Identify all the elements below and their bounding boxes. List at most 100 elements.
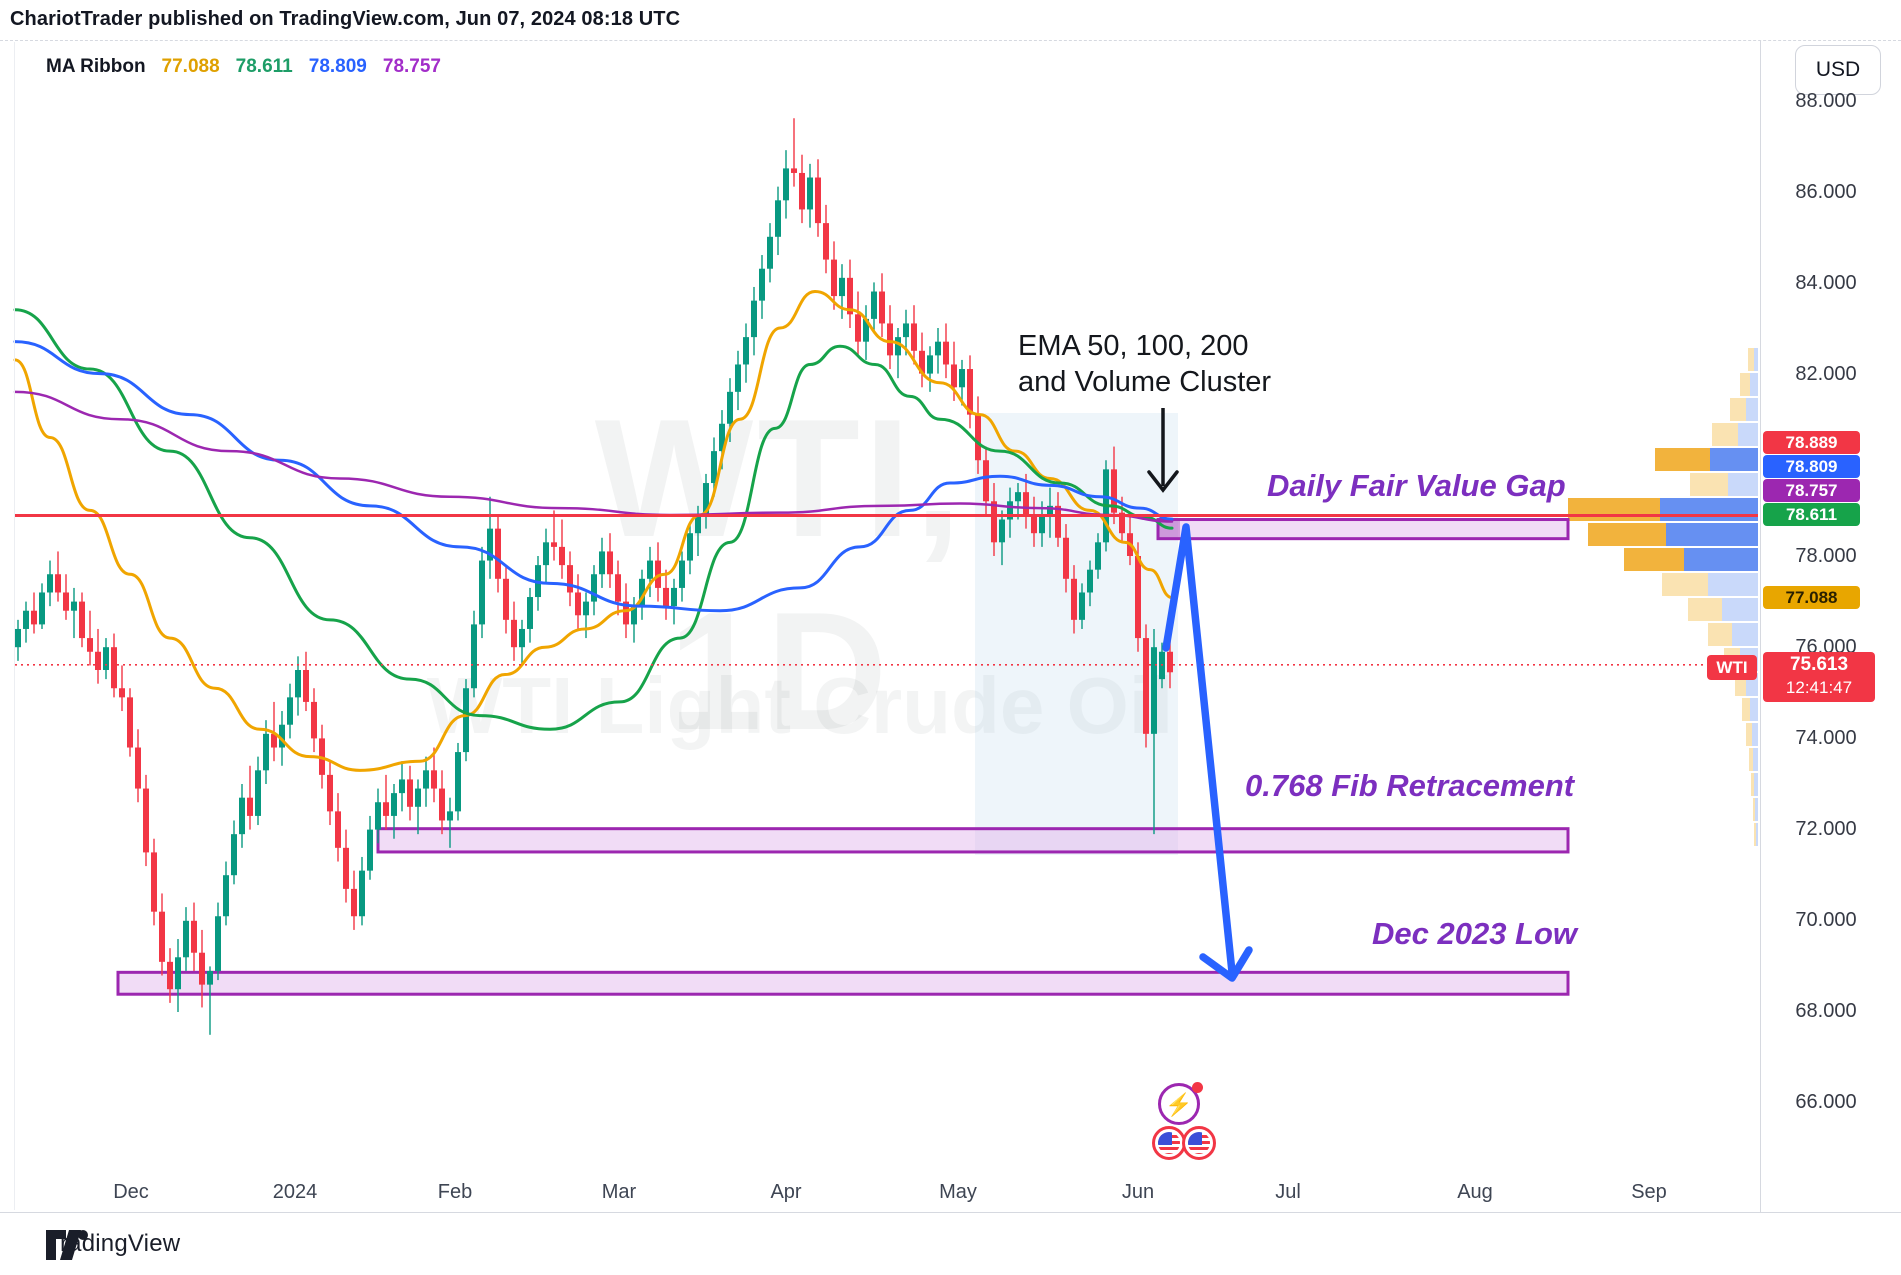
bar-countdown: 12:41:47: [1785, 678, 1853, 697]
candle-body: [239, 797, 245, 835]
candle-body: [111, 647, 117, 689]
time-axis-month-label: Mar: [601, 1181, 637, 1203]
tradingview-logo[interactable]: TradingView: [46, 1230, 180, 1260]
volume-profile-bar: [1732, 623, 1758, 646]
fib-retracement-label: 0.768 Fib Retracement: [1245, 768, 1575, 803]
price-axis-border: [1760, 41, 1761, 1212]
candle-body: [823, 223, 829, 260]
time-axis-border: [0, 1212, 1901, 1213]
projection-arrow: [1162, 523, 1236, 976]
candle-body: [247, 797, 253, 816]
indicator-price-chip: 78.611: [1763, 503, 1860, 526]
candle-body: [351, 888, 357, 917]
price-axis-label: 66.000: [1795, 1091, 1857, 1113]
candle-body: [519, 628, 525, 648]
candle-body: [359, 870, 365, 917]
volume-profile-bar: [1708, 573, 1758, 596]
candle-body: [127, 697, 133, 748]
candle-body: [175, 957, 181, 990]
candle-body: [215, 916, 221, 971]
volume-profile-bar: [1738, 423, 1758, 446]
candle-body: [855, 314, 861, 342]
candle-body: [287, 697, 293, 725]
candle-body: [207, 970, 213, 985]
volume-profile-bar: [1754, 773, 1758, 796]
price-axis-label: 72.000: [1795, 818, 1857, 840]
price-axis-label: 86.000: [1795, 181, 1857, 203]
publish-header: ChariotTrader published on TradingView.c…: [10, 8, 681, 30]
ma-ribbon-legend[interactable]: MA Ribbon 77.088 78.611 78.809 78.757: [46, 56, 441, 78]
indicator-values: 77.088 78.611 78.809 78.757: [162, 56, 441, 78]
volume-profile-bar: [1688, 598, 1722, 621]
candle-body: [639, 578, 645, 607]
symbol-watermark: WTI, 1D: [594, 384, 966, 765]
volume-profile-bar: [1756, 823, 1758, 846]
candle-body: [279, 724, 285, 748]
pane-left-border: [14, 42, 15, 1210]
time-axis-month-label: Jun: [1121, 1181, 1155, 1203]
candle-body: [831, 259, 837, 297]
candle-body: [815, 177, 821, 224]
currency-toggle-button[interactable]: USD: [1795, 45, 1881, 95]
candle-body: [183, 920, 189, 958]
candle-body: [1047, 505, 1053, 515]
daily-fair-value-gap-band: [1156, 518, 1570, 541]
volume-profile-bar: [1568, 498, 1660, 521]
candle-body: [95, 651, 101, 670]
highlight-region: [975, 413, 1178, 855]
candle-body: [767, 236, 773, 269]
candle-body: [15, 628, 21, 648]
us-flag-event-icon[interactable]: [1182, 1126, 1216, 1160]
candle-body: [911, 323, 917, 351]
candle-body: [599, 551, 605, 575]
candle-body: [959, 369, 965, 388]
event-alert-dot-icon: [1192, 1082, 1203, 1093]
candle-body: [495, 528, 501, 579]
candle-body: [975, 414, 981, 461]
candle-body: [295, 670, 301, 698]
symbol-name-watermark: WTI Light Crude Oil: [426, 661, 1174, 750]
candle-body: [375, 802, 381, 830]
volume-profile-bar: [1708, 623, 1732, 646]
candle-body: [431, 770, 437, 789]
candle-body: [1087, 569, 1093, 593]
indicator-price-chip: 78.889: [1763, 431, 1860, 454]
price-axis-label: 84.000: [1795, 272, 1857, 294]
candle-body: [983, 460, 989, 502]
time-axis-month-label: Apr: [770, 1181, 802, 1203]
candle-body: [527, 597, 533, 629]
candle-body: [791, 168, 797, 173]
indicator-price-chip: 78.809: [1763, 455, 1860, 478]
economic-event-icon[interactable]: ⚡: [1158, 1083, 1200, 1125]
candle-body: [223, 875, 229, 917]
volume-profile-bar: [1755, 798, 1758, 821]
candle-body: [583, 601, 589, 616]
candle-body: [1055, 505, 1061, 538]
candle-body: [679, 560, 685, 588]
volume-profile-bar: [1750, 698, 1758, 721]
indicator-price-chip: 78.757: [1763, 479, 1860, 502]
candle-body: [943, 341, 949, 365]
time-axis-month-label: Dec: [113, 1181, 149, 1203]
candle-body: [543, 542, 549, 566]
candle-body: [991, 501, 997, 543]
candle-body: [1079, 592, 1085, 620]
volume-profile-bar: [1666, 523, 1758, 546]
candle-body: [703, 483, 709, 515]
candle-body: [1031, 514, 1037, 534]
candle-body: [1111, 469, 1117, 513]
candle-body: [263, 733, 269, 771]
volume-profile-bar: [1746, 398, 1758, 421]
us-flag-event-icon[interactable]: [1152, 1126, 1186, 1160]
candle-body: [1071, 578, 1077, 620]
ema-volume-cluster-note: EMA 50, 100, 200 and Volume Cluster: [1018, 330, 1272, 398]
candle-body: [695, 514, 701, 534]
dec-2023-low-label: Dec 2023 Low: [1372, 916, 1578, 951]
volume-profile-bar: [1742, 698, 1750, 721]
candle-body: [167, 961, 173, 990]
volume-profile-bar: [1730, 398, 1746, 421]
ema-note-arrowhead: [1147, 470, 1179, 493]
candle-body: [143, 788, 149, 853]
candle-body: [367, 829, 373, 871]
